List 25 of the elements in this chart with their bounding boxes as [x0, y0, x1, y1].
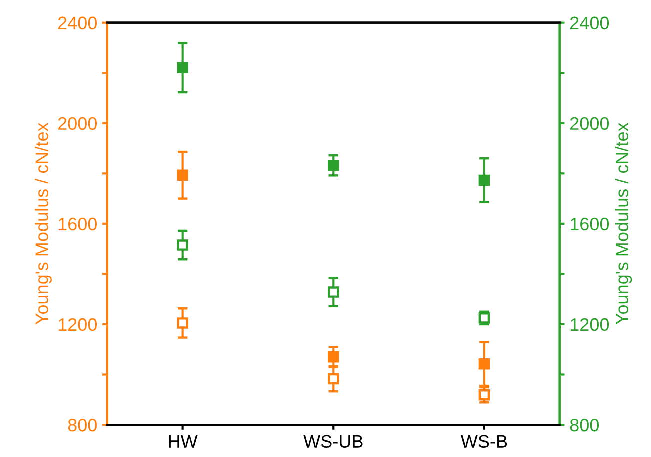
y2-tick-label: 2400 [570, 16, 610, 30]
y2-tick-label: 1200 [570, 318, 610, 332]
y2-tick-label: 800 [570, 418, 599, 432]
point [328, 352, 340, 363]
point [177, 240, 188, 251]
point [328, 286, 340, 298]
y2-axis-title: Young's Modulus / cN/tex [615, 122, 632, 325]
point [177, 318, 188, 329]
x-tick-label: WS-UB [304, 435, 363, 448]
point [478, 358, 490, 370]
y-tick-label: 1200 [58, 318, 97, 332]
point [177, 170, 188, 182]
x-tick-label: HW [169, 435, 198, 448]
x-tick-label: WS-B [460, 435, 508, 448]
y-tick-label: 1600 [58, 218, 97, 231]
point [328, 373, 340, 385]
y2-tick-label: 2000 [570, 117, 610, 130]
point [177, 62, 188, 74]
y-tick-label: 2000 [58, 117, 97, 130]
point [478, 174, 490, 186]
y-axis-title: Young's Modulus / cN/tex [35, 122, 52, 325]
y2-tick-label: 1600 [570, 218, 610, 231]
y-tick-label: 800 [68, 418, 97, 432]
point [328, 160, 340, 172]
y-tick-label: 2400 [58, 16, 97, 30]
